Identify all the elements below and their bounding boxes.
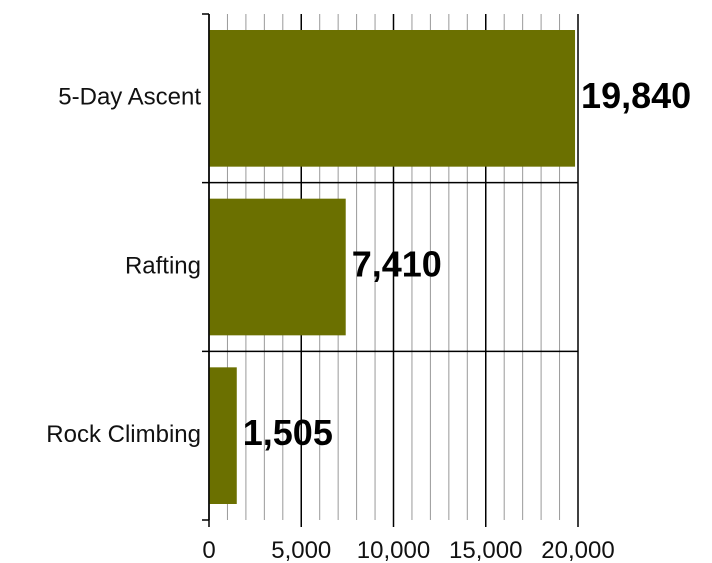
data-label: 1,505: [243, 412, 333, 453]
x-tick-label: 20,000: [541, 537, 614, 563]
bar-rock-climbing: [209, 367, 237, 504]
x-tick-label: 10,000: [357, 537, 430, 563]
x-tick-label: 15,000: [449, 537, 522, 563]
data-labels: 19,840 7,410 1,505: [243, 75, 691, 453]
x-tick-label: 5,000: [271, 537, 331, 563]
category-label: Rock Climbing: [46, 421, 201, 448]
data-label: 19,840: [581, 75, 691, 116]
x-tick-labels: 0 5,000 10,000 15,000 20,000: [202, 537, 614, 563]
bar-5-day-ascent: [209, 30, 576, 167]
bar-rafting: [209, 198, 346, 336]
bars: [209, 30, 576, 504]
data-label: 7,410: [352, 244, 442, 285]
category-label: 5-Day Ascent: [58, 84, 201, 111]
x-tick-label: 0: [202, 537, 215, 563]
category-label: Rafting: [125, 252, 201, 279]
category-labels: 5-Day Ascent Rafting Rock Climbing: [46, 84, 201, 448]
